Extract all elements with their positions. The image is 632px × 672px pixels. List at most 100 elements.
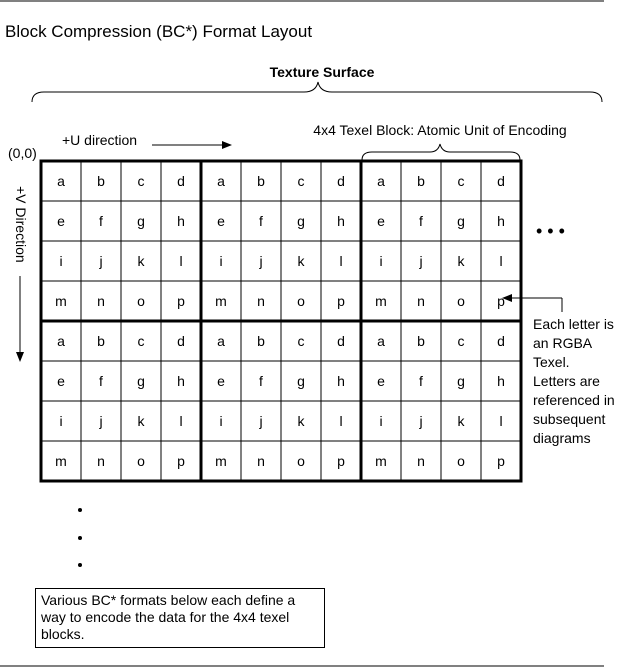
texel-letter: h: [497, 373, 505, 389]
note-arrowhead-icon: [502, 294, 512, 302]
block-brace: [361, 143, 521, 161]
texel-block: [359, 319, 523, 483]
surface-label: Texture Surface: [270, 64, 375, 80]
texel-letter: f: [99, 373, 103, 389]
v-direction-label: +V Direction: [13, 186, 29, 263]
texel-letter: c: [298, 173, 305, 189]
texel-letter: f: [99, 213, 103, 229]
texel-letter: b: [97, 173, 105, 189]
texel-letter: k: [298, 413, 306, 429]
texel-letter: m: [375, 293, 387, 309]
origin-label: (0,0): [8, 145, 37, 161]
diagram-title: Block Compression (BC*) Format Layout: [5, 22, 312, 41]
texel-letter: i: [59, 413, 62, 429]
texel-letter: l: [499, 253, 502, 269]
texel-letter: l: [179, 253, 182, 269]
texel-letter: k: [458, 413, 466, 429]
texel-letter: d: [177, 173, 185, 189]
bottom-note: Various BC* formats below each define a …: [35, 588, 325, 648]
texel-letter: d: [177, 333, 185, 349]
texel-letter: n: [97, 293, 105, 309]
texel-letter: p: [337, 453, 345, 469]
texel-letter: o: [137, 453, 145, 469]
texel-letter: m: [375, 453, 387, 469]
block-label: 4x4 Texel Block: Atomic Unit of Encoding: [313, 122, 566, 138]
texel-letter: i: [379, 253, 382, 269]
letter-note-line: referenced in: [533, 392, 615, 408]
texel-letter: d: [497, 333, 505, 349]
texel-letter: n: [417, 453, 425, 469]
texel-letter: g: [137, 373, 145, 389]
texel-letter: l: [499, 413, 502, 429]
texel-letter: p: [177, 293, 185, 309]
texel-letter: g: [297, 213, 305, 229]
texel-letter: h: [337, 213, 345, 229]
texel-letter: c: [298, 333, 305, 349]
texel-letter: b: [417, 173, 425, 189]
vertical-continuation-dot: [78, 563, 82, 567]
texel-letter: o: [297, 453, 305, 469]
texel-letter: k: [138, 253, 146, 269]
surface-brace: [31, 81, 603, 103]
texel-letter: i: [379, 413, 382, 429]
texel-letter: i: [219, 253, 222, 269]
texel-letter: o: [137, 293, 145, 309]
v-arrowhead-icon: [16, 352, 24, 362]
texel-letter: a: [377, 333, 385, 349]
letter-note-line: Letters are: [533, 373, 600, 389]
texel-letter: n: [257, 293, 265, 309]
texel-letter: e: [57, 213, 65, 229]
texel-letter: j: [258, 413, 262, 429]
texel-letter: h: [177, 373, 185, 389]
u-direction-label: +U direction: [62, 132, 137, 148]
texel-letter: i: [59, 253, 62, 269]
texel-letter: c: [138, 333, 145, 349]
texel-letter: j: [258, 253, 262, 269]
texel-letter: e: [217, 213, 225, 229]
texel-letter: d: [337, 333, 345, 349]
texel-letter: h: [337, 373, 345, 389]
horizontal-continuation-dots: • • •: [536, 221, 565, 241]
texel-letter: j: [98, 253, 102, 269]
texel-letter: o: [457, 293, 465, 309]
texel-letter: m: [55, 453, 67, 469]
texel-letter: j: [418, 253, 422, 269]
texel-letter: f: [259, 373, 263, 389]
texel-letter: m: [215, 453, 227, 469]
u-arrowhead-icon: [222, 141, 232, 149]
texel-letter: l: [339, 253, 342, 269]
texel-letter: f: [419, 373, 423, 389]
texel-letter: o: [457, 453, 465, 469]
vertical-continuation-dot: [78, 508, 82, 512]
texel-letter: k: [298, 253, 306, 269]
texel-letter: h: [177, 213, 185, 229]
texel-letter: e: [377, 213, 385, 229]
texel-letter: k: [458, 253, 466, 269]
texel-letter: g: [137, 213, 145, 229]
texel-letter: a: [217, 333, 225, 349]
texel-letter: g: [457, 373, 465, 389]
texel-letter: e: [217, 373, 225, 389]
texel-letter: j: [98, 413, 102, 429]
texel-letter: h: [497, 213, 505, 229]
texel-letter: j: [418, 413, 422, 429]
texel-letter: g: [297, 373, 305, 389]
letter-note: Each letter is an RGBA Texel. Letters ar…: [533, 316, 615, 446]
texel-letter: c: [458, 173, 465, 189]
texel-letter: d: [337, 173, 345, 189]
texel-letter: p: [337, 293, 345, 309]
letter-note-line: an RGBA: [533, 335, 593, 351]
texel-letter: l: [339, 413, 342, 429]
texel-letter: n: [97, 453, 105, 469]
texel-grid: a b c d a b c d a b c d e f g h e f g h e f g h i j k l i j k l i j k l m n o p…: [39, 159, 523, 483]
texel-letter: b: [257, 333, 265, 349]
letter-note-line: subsequent: [533, 411, 606, 427]
texel-letter: p: [177, 453, 185, 469]
texel-letter: a: [57, 173, 65, 189]
texel-letter: a: [57, 333, 65, 349]
texel-letter: g: [457, 213, 465, 229]
texel-letter: b: [257, 173, 265, 189]
texel-letter: b: [417, 333, 425, 349]
texel-letter: p: [497, 453, 505, 469]
